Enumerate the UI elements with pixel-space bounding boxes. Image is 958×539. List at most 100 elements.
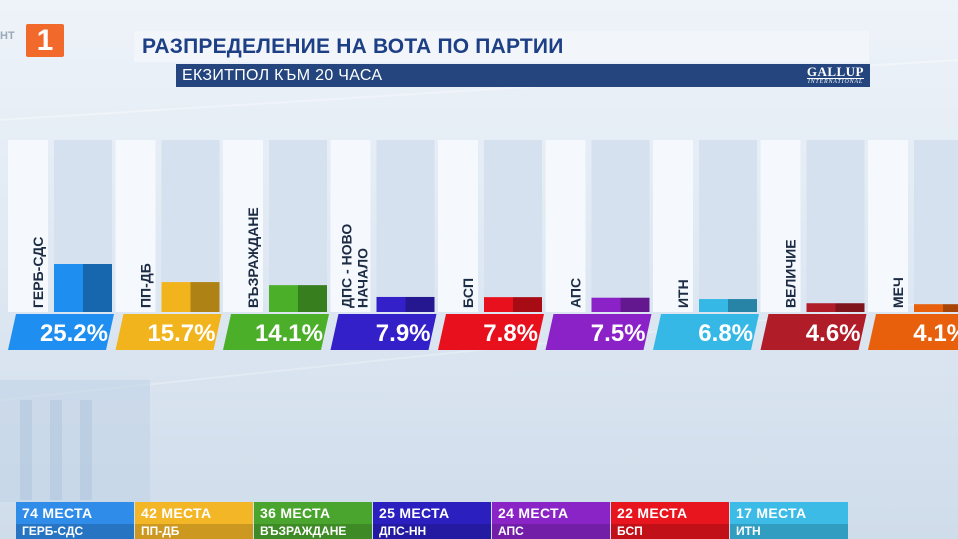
seat-party: ИТН — [730, 524, 848, 539]
value-label: 15.7% — [147, 320, 215, 347]
bar-group: ВЪЗРАЖДАНЕ 14.1% — [223, 140, 329, 350]
label-panel — [868, 140, 908, 312]
bar-front — [484, 297, 513, 312]
bar-front — [269, 285, 298, 312]
bar-track — [914, 140, 958, 312]
bar-front — [806, 303, 836, 312]
subtitle-text: ЕКЗИТПОЛ КЪМ 20 ЧАСА — [182, 67, 383, 84]
bar-front — [914, 304, 943, 312]
value-badge — [115, 314, 222, 350]
bar-group: МЕЧ 4.1% — [868, 140, 958, 350]
category-label: ИТН — [675, 279, 691, 308]
vote-bar-chart: ГЕРБ-СДС 25.2% ПП-ДБ 15.7% ВЪЗРАЖДАНЕ 14.1% ДП… — [8, 140, 958, 350]
seat-count: 36 МЕСТА — [260, 505, 331, 521]
channel-logo: 1 — [26, 24, 64, 57]
seat-box: 74 МЕСТА ГЕРБ-СДС — [16, 502, 134, 539]
bar-group: БСП 7.8% — [438, 140, 544, 350]
value-label: 25.2% — [40, 320, 108, 347]
bar-side — [83, 264, 112, 312]
chart-subtitle: ЕКЗИТПОЛ КЪМ 20 ЧАСА GALLUP INTERNATIONA… — [176, 64, 870, 87]
category-label: ВЪЗРАЖДАНЕ — [245, 207, 261, 308]
seat-party: ПП-ДБ — [135, 524, 253, 539]
value-badge — [438, 314, 544, 350]
value-label: 7.9% — [376, 320, 431, 347]
chart-title: РАЗПРЕДЕЛЕНИЕ НА ВОТА ПО ПАРТИИ — [134, 31, 869, 62]
seat-box: 17 МЕСТА ИТН — [730, 502, 848, 539]
gallup-logo-sub: INTERNATIONAL — [806, 78, 864, 85]
category-label: МЕЧ — [890, 277, 906, 308]
label-panel — [223, 140, 263, 312]
value-label: 4.6% — [806, 320, 861, 347]
seat-count: 74 МЕСТА — [22, 505, 93, 521]
label-panel — [545, 140, 586, 312]
label-panel — [438, 140, 478, 312]
gallup-logo-text: GALLUP — [806, 64, 864, 79]
bar-track — [376, 140, 435, 312]
gallup-logo: GALLUP INTERNATIONAL — [806, 64, 864, 86]
seat-party: АПС — [492, 524, 610, 539]
label-panel — [653, 140, 693, 312]
value-badge — [653, 314, 759, 350]
value-badge — [868, 314, 958, 350]
seat-box: 24 МЕСТА АПС — [492, 502, 610, 539]
seat-count: 22 МЕСТА — [617, 505, 688, 521]
bar-side — [620, 297, 650, 312]
bar-side — [943, 304, 958, 312]
seat-party: БСП — [611, 524, 729, 539]
seat-box: 36 МЕСТА ВЪЗРАЖДАНЕ — [254, 502, 372, 539]
seat-party: ГЕРБ-СДС — [16, 524, 134, 539]
category-label: ВЕЛИЧИЕ — [783, 239, 799, 308]
value-badge — [8, 314, 114, 350]
seat-party: ДПС-НН — [373, 524, 491, 539]
value-label: 7.8% — [483, 320, 538, 347]
category-label: АПС — [568, 278, 584, 308]
bar-side — [513, 297, 542, 312]
bar-track — [806, 140, 865, 312]
bar-group: АПС 7.5% — [545, 140, 652, 350]
channel-side-text: НТ — [0, 30, 15, 42]
bar-track — [484, 140, 542, 312]
category-label: БСП — [460, 278, 476, 308]
value-label: 4.1% — [913, 320, 958, 347]
bar-side — [728, 299, 757, 312]
category-label: ПП-ДБ — [138, 263, 154, 308]
bar-group: ГЕРБ-СДС 25.2% — [8, 140, 114, 350]
value-badge — [223, 314, 329, 350]
bar-side — [835, 303, 865, 312]
bar-track — [591, 140, 650, 312]
seat-party: ВЪЗРАЖДАНЕ — [254, 524, 372, 539]
seat-box: 22 МЕСТА БСП — [611, 502, 729, 539]
seat-count: 17 МЕСТА — [736, 505, 807, 521]
seat-box: 25 МЕСТА ДПС-НН — [373, 502, 491, 539]
label-panel — [760, 140, 801, 312]
seat-box: 42 МЕСТА ПП-ДБ — [135, 502, 253, 539]
value-badge — [760, 314, 867, 350]
bar-side — [190, 282, 220, 312]
value-badge — [330, 314, 437, 350]
label-panel — [8, 140, 48, 312]
bar-group: ИТН 6.8% — [653, 140, 759, 350]
value-label: 14.1% — [255, 320, 323, 347]
value-label: 6.8% — [698, 320, 753, 347]
seat-count: 24 МЕСТА — [498, 505, 569, 521]
bar-group: ВЕЛИЧИЕ 4.6% — [760, 140, 867, 350]
bar-front — [376, 296, 406, 312]
bar-side — [298, 285, 327, 312]
bar-group: ПП-ДБ 15.7% — [115, 140, 222, 350]
bar-track — [699, 140, 757, 312]
label-panel — [115, 140, 156, 312]
bar-track — [269, 140, 327, 312]
bar-front — [161, 282, 191, 312]
value-label: 7.5% — [591, 320, 646, 347]
seat-count: 25 МЕСТА — [379, 505, 450, 521]
bar-front — [699, 299, 728, 312]
bar-front — [54, 264, 83, 312]
bar-front — [591, 297, 621, 312]
category-label: ДПС - НОВОНАЧАЛО — [339, 224, 371, 308]
value-badge — [545, 314, 652, 350]
seat-allocation-strip: 74 МЕСТА ГЕРБ-СДС 42 МЕСТА ПП-ДБ 36 МЕСТА ВЪЗ… — [16, 502, 849, 539]
category-label: ГЕРБ-СДС — [30, 237, 46, 308]
seat-count: 42 МЕСТА — [141, 505, 212, 521]
